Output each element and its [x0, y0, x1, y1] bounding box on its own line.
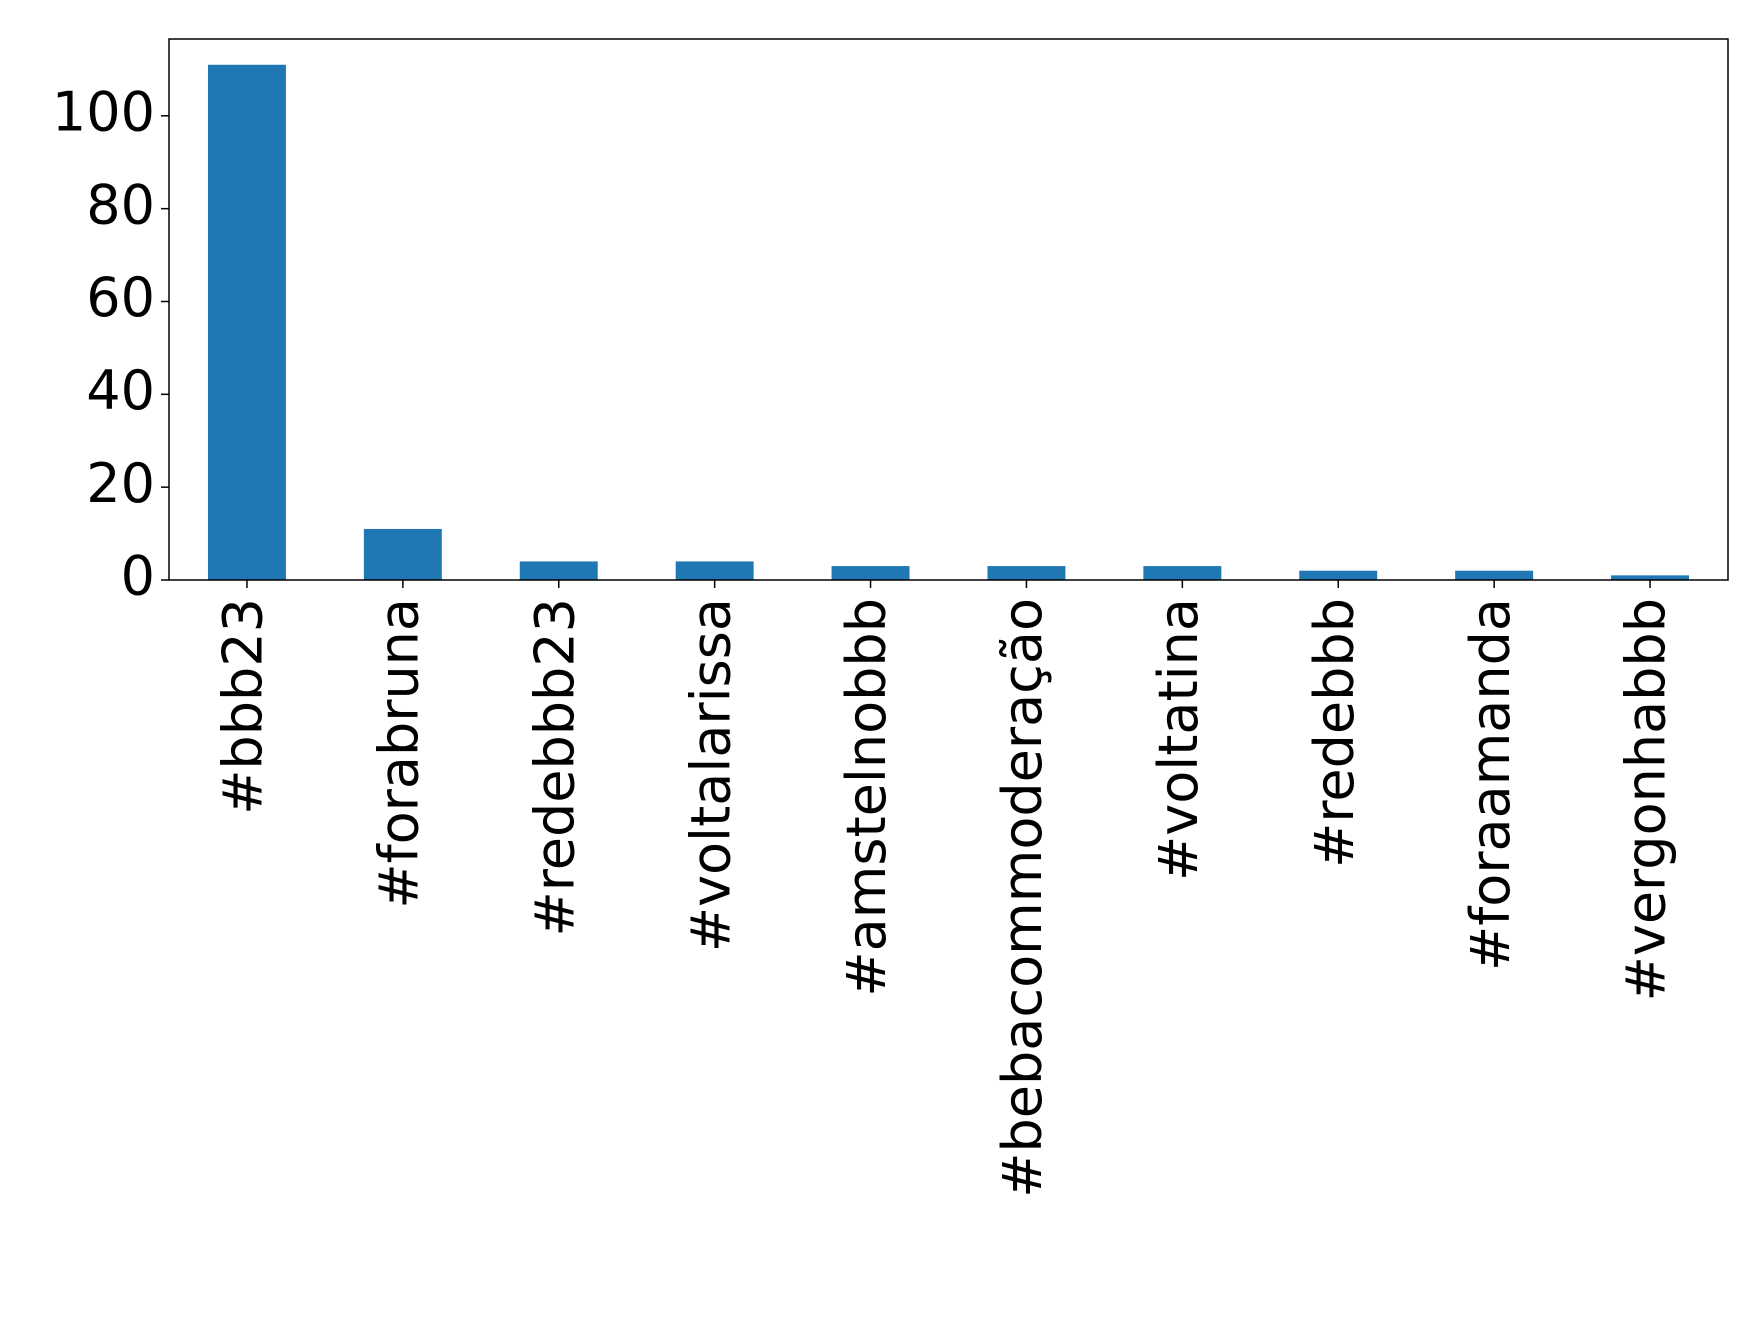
x-tick-label: #voltatina [1147, 598, 1210, 881]
x-tick-label: #amstelnobbb [835, 598, 898, 997]
x-tick-label: #bbb23 [212, 598, 275, 815]
bar [207, 64, 286, 580]
y-tick-label: 40 [86, 359, 155, 422]
bar [831, 566, 910, 580]
x-tick-label: #foraamanda [1459, 598, 1522, 971]
bar [1299, 570, 1378, 580]
y-tick-label: 100 [52, 80, 155, 143]
y-tick-label: 0 [121, 545, 155, 608]
bar [519, 561, 598, 580]
bar [363, 528, 442, 580]
bar [675, 561, 754, 580]
y-tick-label: 20 [86, 452, 155, 515]
plot-frame [168, 38, 1729, 581]
x-tick-label: #bebacommoderação [991, 598, 1054, 1198]
x-tick-label: #voltalarissa [679, 598, 742, 952]
bar [1611, 575, 1690, 580]
bar [987, 566, 1066, 580]
y-tick-label: 80 [86, 173, 155, 236]
x-tick-label: #redebbb [1303, 598, 1366, 868]
bar [1455, 570, 1534, 580]
x-tick-label: #vergonhabbb [1615, 598, 1678, 1001]
y-tick-label: 60 [86, 266, 155, 329]
x-tick-label: #redebbb23 [523, 598, 586, 937]
bar [1143, 566, 1222, 580]
x-tick-label: #forabruna [367, 598, 430, 909]
